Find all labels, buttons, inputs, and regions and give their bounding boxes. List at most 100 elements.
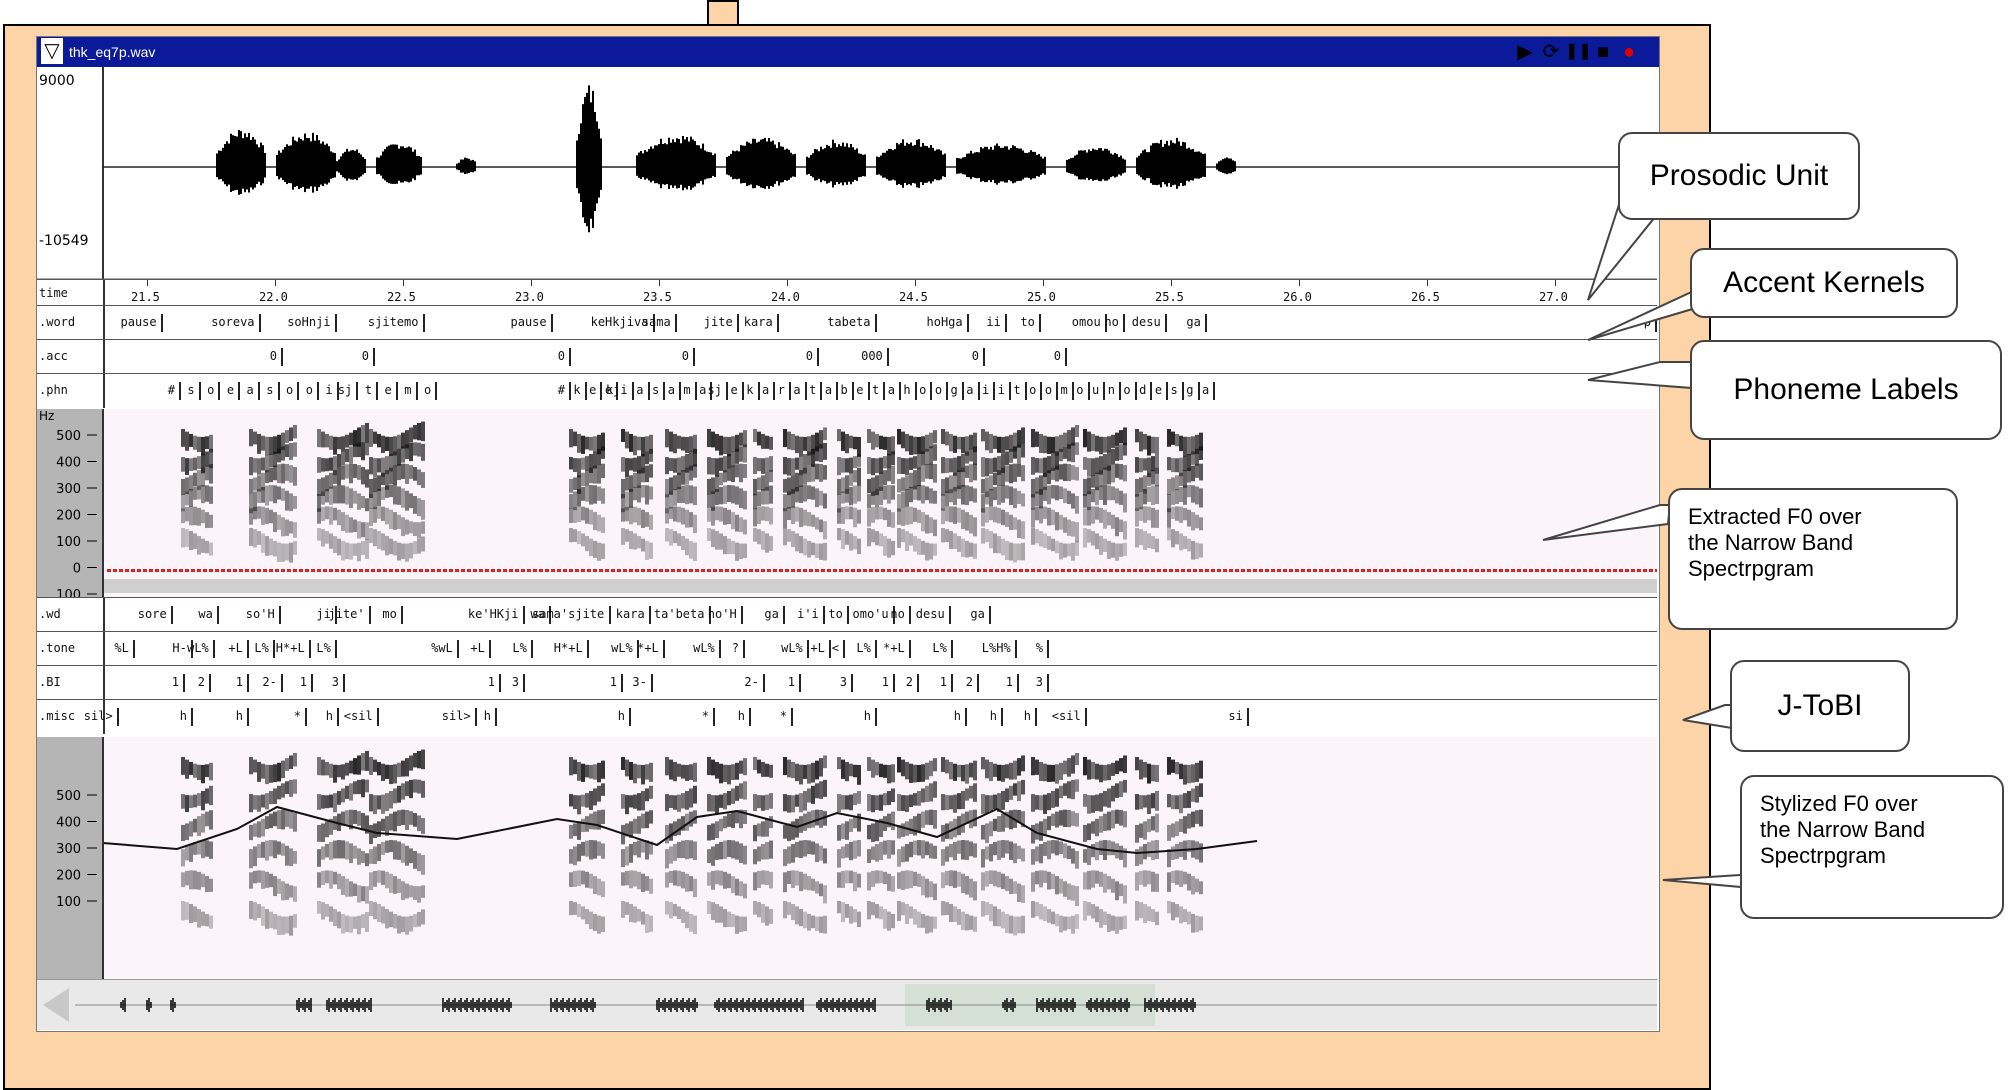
- tier-boundary[interactable]: [679, 382, 681, 400]
- tier-boundary[interactable]: [1040, 382, 1043, 400]
- tier-boundary[interactable]: [851, 674, 853, 692]
- tier-label[interactable]: o: [1123, 383, 1131, 397]
- tier-boundary[interactable]: [1001, 708, 1003, 726]
- tier-label[interactable]: h: [325, 709, 333, 723]
- tier-boundary[interactable]: [1247, 708, 1249, 726]
- tier-label[interactable]: to: [1020, 315, 1035, 329]
- tier-boundary[interactable]: [209, 674, 211, 692]
- tier-label[interactable]: n: [1107, 383, 1115, 397]
- tier-label[interactable]: a: [824, 383, 833, 397]
- tier-boundary[interactable]: [883, 382, 886, 400]
- tier-boundary[interactable]: [993, 382, 996, 400]
- tier-boundary[interactable]: [377, 708, 379, 726]
- tier-boundary[interactable]: [133, 640, 135, 658]
- tier-label[interactable]: wL%: [781, 641, 803, 655]
- tier-label[interactable]: ho'H: [707, 607, 737, 621]
- tier-label[interactable]: g: [1186, 383, 1194, 397]
- tier-boundary[interactable]: [914, 382, 917, 400]
- tier-label[interactable]: 1: [171, 675, 179, 689]
- tier-boundary[interactable]: [569, 348, 571, 366]
- tier-label[interactable]: 3: [839, 675, 847, 689]
- tier-boundary[interactable]: [710, 382, 713, 400]
- tier-boundary[interactable]: [198, 382, 201, 400]
- tier-boundary[interactable]: [376, 382, 379, 400]
- tier-boundary[interactable]: [713, 708, 715, 726]
- tier-boundary[interactable]: [977, 674, 979, 692]
- tier-boundary[interactable]: [309, 640, 311, 658]
- tier-label[interactable]: sama'sjite: [532, 607, 605, 621]
- tier-label[interactable]: g: [950, 383, 958, 397]
- tier-label[interactable]: mo: [382, 607, 397, 621]
- tier-boundary[interactable]: [791, 708, 793, 726]
- tier-label[interactable]: H-: [172, 641, 187, 655]
- tier-label[interactable]: o: [1029, 383, 1037, 397]
- tier-label[interactable]: a: [793, 383, 801, 397]
- tier-label[interactable]: +L: [470, 641, 485, 655]
- tier-label[interactable]: u: [1091, 383, 1100, 397]
- tier-label[interactable]: a: [246, 383, 254, 397]
- tier-label[interactable]: L%H%: [981, 641, 1011, 655]
- tier-boundary[interactable]: [1047, 674, 1049, 692]
- tier-boundary[interactable]: [1024, 382, 1027, 400]
- tier-boundary[interactable]: [277, 382, 280, 400]
- tier-boundary[interactable]: [531, 640, 533, 658]
- tier-boundary[interactable]: [495, 708, 497, 726]
- tier-label[interactable]: ga: [970, 607, 985, 621]
- tier-label[interactable]: e: [730, 383, 738, 397]
- tier-boundary[interactable]: [311, 674, 313, 692]
- tier-label[interactable]: e: [384, 383, 392, 397]
- tier-label[interactable]: 0: [361, 349, 369, 363]
- tier-boundary[interactable]: [247, 674, 249, 692]
- tier-label[interactable]: <sil: [343, 709, 373, 723]
- tier-label[interactable]: kara: [615, 607, 645, 621]
- tier-misc[interactable]: .misc sil> h h * h <sil sil> h h * h * h h h h <sil si: [37, 699, 1657, 734]
- tier-label[interactable]: 3: [511, 675, 519, 689]
- tier-boundary[interactable]: [587, 640, 589, 658]
- tier-boundary[interactable]: [317, 382, 319, 400]
- tier-label[interactable]: sil>: [441, 709, 471, 723]
- tier-boundary[interactable]: [191, 640, 193, 658]
- tier-label[interactable]: r: [777, 383, 785, 397]
- tier-label[interactable]: o: [305, 383, 313, 397]
- tier-boundary[interactable]: [694, 382, 697, 400]
- tier-boundary[interactable]: [305, 708, 307, 726]
- tier-label[interactable]: *: [293, 709, 301, 723]
- tier-boundary[interactable]: [1181, 382, 1184, 400]
- tier-label[interactable]: jite: [703, 315, 733, 329]
- tier-label[interactable]: L%: [856, 641, 871, 655]
- tier-label[interactable]: h: [483, 709, 491, 723]
- tier-boundary[interactable]: [183, 674, 185, 692]
- tier-boundary[interactable]: [423, 314, 425, 332]
- tier-boundary[interactable]: [983, 348, 985, 366]
- tier-boundary[interactable]: [629, 708, 631, 726]
- tier-boundary[interactable]: [336, 382, 339, 400]
- tier-boundary[interactable]: [887, 348, 889, 366]
- tier-phn[interactable]: .phn # s o e a s o o i sj t e m o # k e e kji a s a m a sj e k a r a t a…: [37, 373, 1657, 408]
- tier-boundary[interactable]: [1065, 348, 1067, 366]
- tier-label[interactable]: so'H: [245, 607, 275, 621]
- tier-label[interactable]: t: [809, 383, 817, 397]
- tier-label[interactable]: kara: [743, 315, 773, 329]
- tier-boundary[interactable]: [946, 382, 949, 400]
- tier-label[interactable]: soHnji: [287, 315, 331, 329]
- tier-boundary[interactable]: [741, 606, 743, 624]
- tier-boundary[interactable]: [161, 314, 163, 332]
- tier-label[interactable]: a: [761, 383, 770, 397]
- tier-label[interactable]: +L: [810, 641, 825, 655]
- tier-boundary[interactable]: [631, 382, 634, 400]
- tier-boundary[interactable]: [875, 708, 877, 726]
- tier-label[interactable]: i: [981, 383, 990, 397]
- tier-label[interactable]: i'i: [797, 607, 819, 621]
- tier-boundary[interactable]: [649, 606, 651, 624]
- tier-boundary[interactable]: [281, 674, 283, 692]
- tier-boundary[interactable]: [651, 674, 653, 692]
- tier-boundary[interactable]: [949, 606, 951, 624]
- tier-label[interactable]: t: [364, 383, 373, 397]
- tier-label[interactable]: 3-: [632, 675, 647, 689]
- tier-boundary[interactable]: [967, 314, 969, 332]
- tier-label[interactable]: k: [573, 383, 581, 397]
- tier-label[interactable]: a: [667, 383, 675, 397]
- tier-boundary[interactable]: [1009, 382, 1011, 400]
- tier-label[interactable]: m: [683, 383, 691, 397]
- tier-boundary[interactable]: [961, 382, 964, 400]
